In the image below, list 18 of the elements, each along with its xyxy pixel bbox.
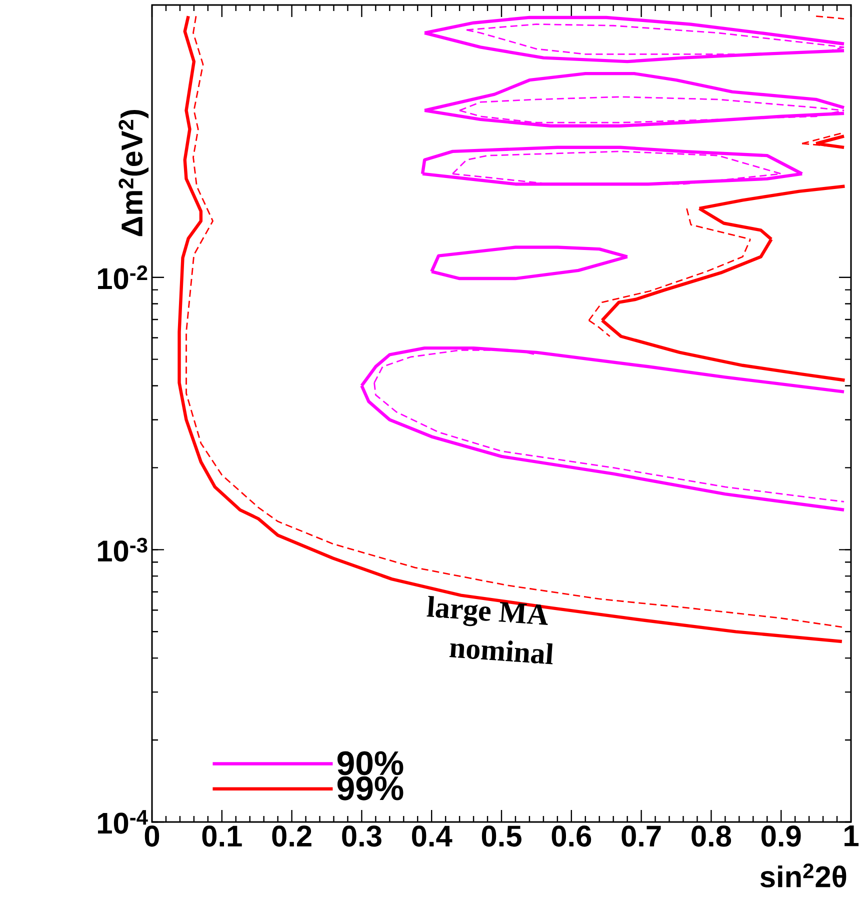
x-axis-title: sin$^{2}$2θ: [760, 864, 846, 888]
x-tick-label: 0.7: [622, 826, 661, 847]
annotation: large MA: [426, 596, 548, 626]
x-tick-label: 0.1: [202, 826, 242, 847]
x-tick-label: 0.9: [762, 826, 801, 847]
legend-label: 90%: [337, 751, 404, 776]
legend-label: 99%: [337, 776, 404, 800]
x-tick-label: 0.8: [692, 826, 732, 847]
x-tick-label: 0.2: [272, 826, 312, 847]
x-tick-label: 1: [844, 826, 858, 846]
x-tick-label: 0.4: [412, 826, 452, 847]
x-tick-label: 0.5: [482, 826, 522, 847]
y-axis-title: Δm$^{2}$(eV$^{2}$): [118, 110, 148, 236]
y-tick-label: 10$^{-3}$: [98, 538, 148, 562]
x-tick-label: 0.3: [342, 826, 382, 847]
annotation: nominal: [449, 640, 553, 664]
y-tick-label: 10$^{-2}$: [98, 265, 148, 290]
x-tick-label: 0.6: [552, 826, 592, 847]
